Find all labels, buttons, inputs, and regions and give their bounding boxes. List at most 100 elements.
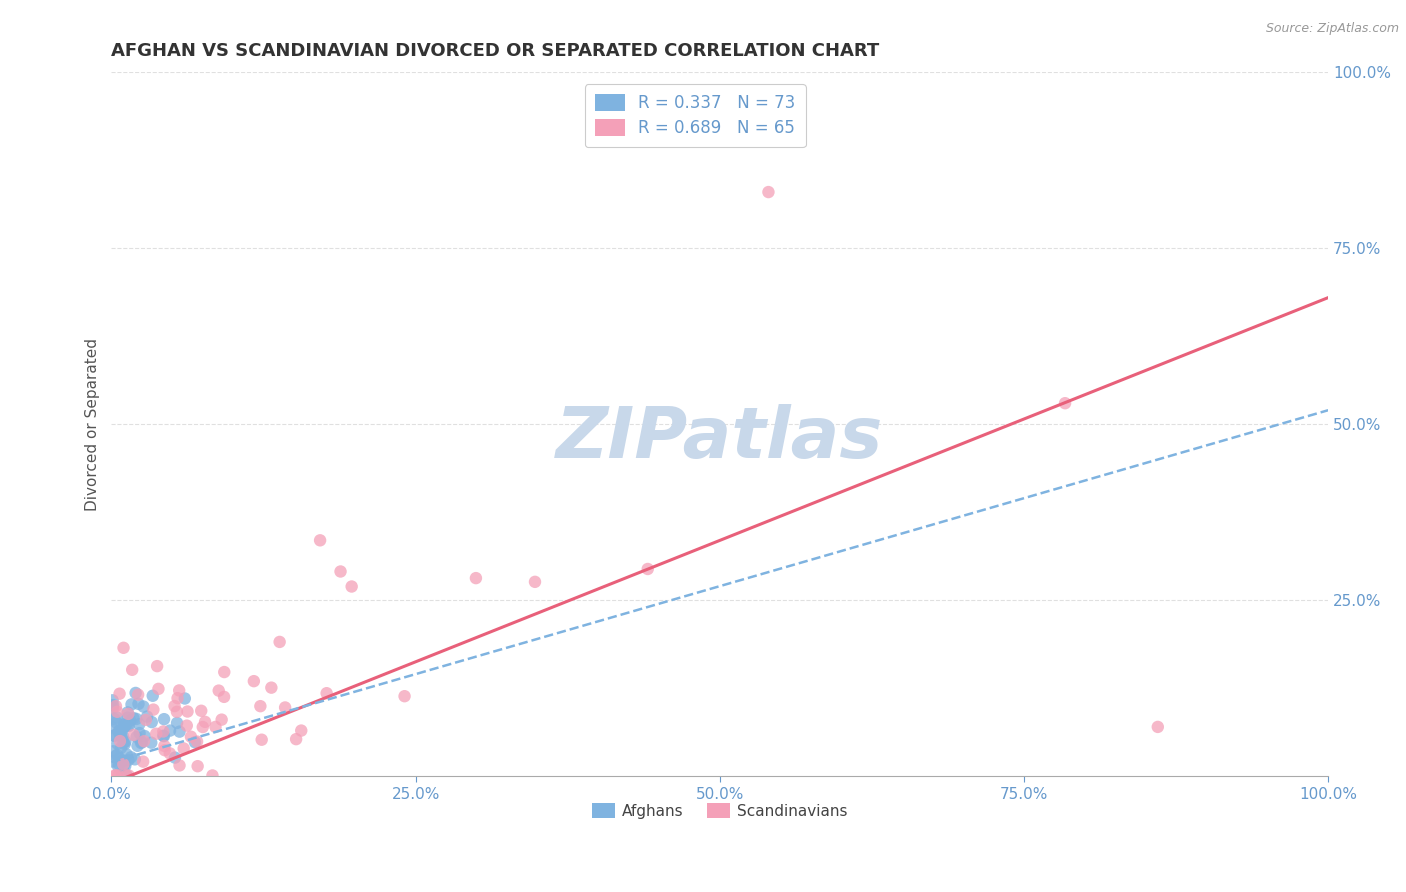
Point: [103, 729, 125, 743]
Point: [108, 734, 131, 748]
Point: [112, 757, 135, 772]
Point: [112, 720, 135, 734]
Point: [163, 699, 186, 714]
Point: [136, 709, 159, 723]
Point: [110, 740, 132, 755]
Point: [120, 750, 142, 764]
Point: [117, 706, 139, 721]
Point: [118, 719, 141, 733]
Point: [103, 729, 125, 743]
Point: [169, 724, 191, 739]
Point: [101, 701, 124, 715]
Point: [110, 725, 132, 739]
Point: [112, 754, 135, 768]
Point: [758, 185, 780, 199]
Point: [167, 683, 190, 698]
Point: [110, 730, 132, 744]
Point: [114, 717, 136, 731]
Point: [1054, 396, 1077, 410]
Point: [135, 713, 157, 727]
Point: [121, 698, 143, 712]
Point: [107, 768, 129, 782]
Point: [108, 724, 131, 739]
Y-axis label: Divorced or Separated: Divorced or Separated: [86, 338, 100, 511]
Point: [148, 681, 170, 696]
Point: [191, 720, 214, 734]
Point: [108, 751, 131, 765]
Point: [114, 734, 136, 748]
Point: [169, 758, 191, 772]
Point: [142, 703, 165, 717]
Point: [105, 715, 128, 730]
Point: [125, 712, 148, 726]
Point: [104, 749, 127, 764]
Point: [141, 736, 163, 750]
Point: [159, 747, 181, 761]
Point: [1146, 720, 1168, 734]
Point: [208, 683, 231, 698]
Point: [114, 737, 136, 751]
Point: [274, 700, 297, 714]
Point: [105, 747, 128, 762]
Point: [394, 689, 416, 703]
Text: Source: ZipAtlas.com: Source: ZipAtlas.com: [1265, 22, 1399, 36]
Point: [114, 768, 136, 782]
Point: [243, 674, 266, 689]
Point: [124, 686, 146, 700]
Point: [159, 723, 181, 738]
Point: [112, 640, 135, 655]
Point: [122, 728, 145, 742]
Point: [122, 711, 145, 725]
Point: [127, 697, 149, 711]
Point: [103, 712, 125, 726]
Point: [101, 693, 124, 707]
Point: [114, 759, 136, 773]
Point: [112, 736, 135, 750]
Text: AFGHAN VS SCANDINAVIAN DIVORCED OR SEPARATED CORRELATION CHART: AFGHAN VS SCANDINAVIAN DIVORCED OR SEPAR…: [111, 42, 880, 60]
Point: [141, 715, 163, 730]
Point: [121, 663, 143, 677]
Point: [214, 665, 236, 679]
Point: [108, 726, 131, 740]
Point: [180, 730, 202, 744]
Point: [152, 729, 174, 743]
Point: [290, 723, 312, 738]
Text: ZIPatlas: ZIPatlas: [557, 404, 883, 473]
Point: [104, 768, 127, 782]
Point: [269, 635, 291, 649]
Point: [134, 729, 156, 743]
Point: [117, 719, 139, 733]
Point: [114, 720, 136, 734]
Point: [524, 574, 547, 589]
Point: [132, 755, 155, 769]
Point: [153, 712, 176, 726]
Point: [315, 686, 337, 700]
Point: [127, 688, 149, 702]
Point: [107, 760, 129, 774]
Point: [105, 737, 128, 751]
Point: [166, 715, 188, 730]
Point: [187, 759, 209, 773]
Point: [329, 565, 352, 579]
Point: [115, 768, 138, 782]
Point: [101, 744, 124, 758]
Point: [211, 713, 233, 727]
Point: [176, 705, 198, 719]
Point: [146, 659, 169, 673]
Point: [117, 753, 139, 767]
Point: [112, 759, 135, 773]
Point: [101, 698, 124, 713]
Point: [184, 735, 207, 749]
Point: [163, 750, 186, 764]
Point: [204, 720, 226, 734]
Point: [104, 768, 127, 782]
Point: [173, 691, 195, 706]
Point: [464, 571, 486, 585]
Point: [104, 699, 127, 714]
Point: [117, 706, 139, 720]
Point: [125, 730, 148, 744]
Point: [111, 768, 134, 782]
Point: [309, 533, 332, 548]
Point: [194, 714, 217, 729]
Point: [173, 741, 195, 756]
